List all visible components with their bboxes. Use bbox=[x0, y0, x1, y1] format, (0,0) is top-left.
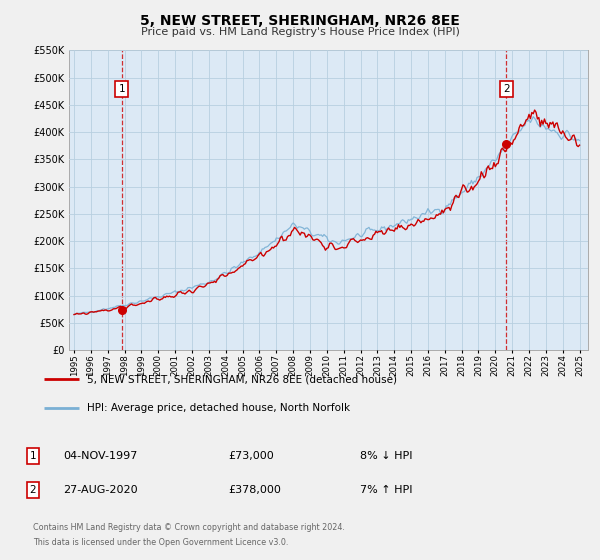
Text: Price paid vs. HM Land Registry's House Price Index (HPI): Price paid vs. HM Land Registry's House … bbox=[140, 27, 460, 37]
Text: 7% ↑ HPI: 7% ↑ HPI bbox=[360, 485, 413, 495]
Text: 1: 1 bbox=[29, 451, 37, 461]
Text: 2: 2 bbox=[29, 485, 37, 495]
Text: This data is licensed under the Open Government Licence v3.0.: This data is licensed under the Open Gov… bbox=[33, 538, 289, 547]
Text: HPI: Average price, detached house, North Norfolk: HPI: Average price, detached house, Nort… bbox=[88, 403, 350, 413]
Text: 8% ↓ HPI: 8% ↓ HPI bbox=[360, 451, 413, 461]
Text: 1: 1 bbox=[119, 85, 125, 94]
Text: Contains HM Land Registry data © Crown copyright and database right 2024.: Contains HM Land Registry data © Crown c… bbox=[33, 523, 345, 532]
Text: £73,000: £73,000 bbox=[228, 451, 274, 461]
Text: £378,000: £378,000 bbox=[228, 485, 281, 495]
Text: 5, NEW STREET, SHERINGHAM, NR26 8EE: 5, NEW STREET, SHERINGHAM, NR26 8EE bbox=[140, 14, 460, 28]
Text: 27-AUG-2020: 27-AUG-2020 bbox=[63, 485, 137, 495]
Text: 2: 2 bbox=[503, 85, 509, 94]
Text: 5, NEW STREET, SHERINGHAM, NR26 8EE (detached house): 5, NEW STREET, SHERINGHAM, NR26 8EE (det… bbox=[88, 374, 397, 384]
Text: 04-NOV-1997: 04-NOV-1997 bbox=[63, 451, 137, 461]
